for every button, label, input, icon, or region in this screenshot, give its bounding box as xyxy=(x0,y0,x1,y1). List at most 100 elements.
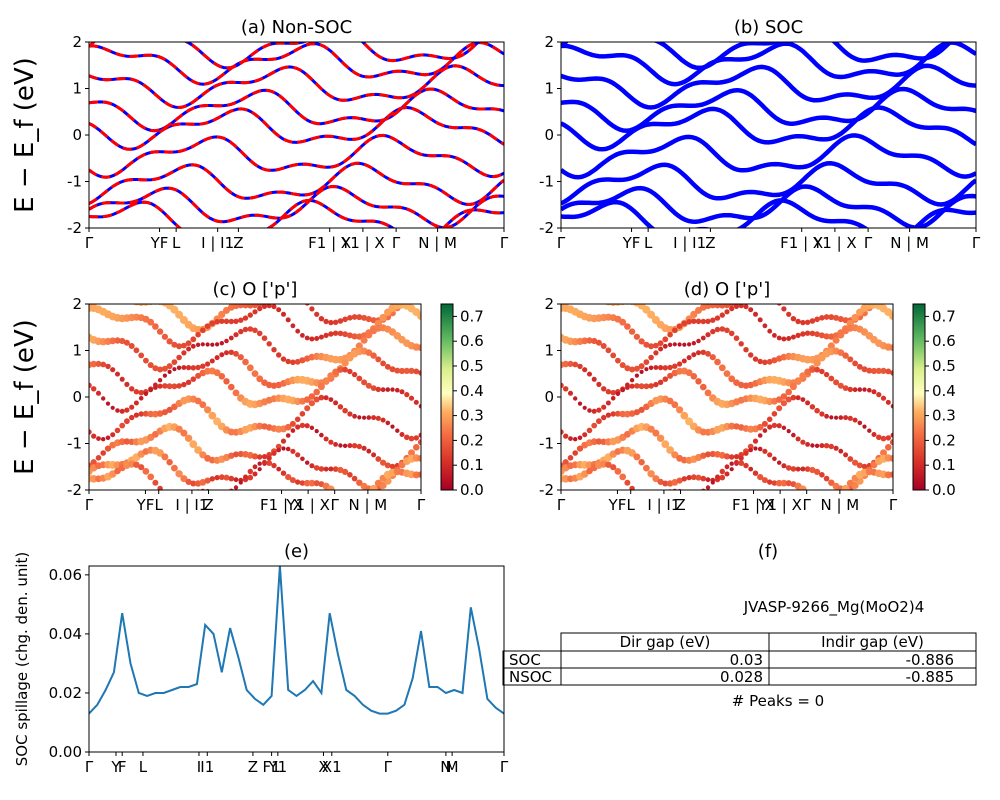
scatter-point xyxy=(785,480,792,487)
scatter-point xyxy=(790,466,797,472)
scatter-point xyxy=(846,319,854,328)
scatter-point xyxy=(757,317,763,323)
scatter-point xyxy=(823,371,830,378)
scatter-point xyxy=(342,331,348,338)
scatter-point xyxy=(837,331,845,339)
scatter-point xyxy=(247,326,254,332)
scatter-point xyxy=(403,293,410,300)
scatter-point xyxy=(696,338,701,344)
scatter-point xyxy=(200,488,205,490)
scatter-point xyxy=(314,429,319,434)
scatter-point xyxy=(261,335,268,342)
band-line xyxy=(561,184,976,228)
x-tick-label: YF xyxy=(150,234,169,252)
scatter-point xyxy=(361,379,368,386)
x-axis-b: Γ YF L I | I1 Z F1 | XY1 | X Γ N | M Γ xyxy=(557,228,981,252)
scatter-point xyxy=(209,476,215,482)
y-tick-label: -2 xyxy=(539,219,554,237)
scatter-point xyxy=(200,327,206,334)
scatter-point xyxy=(776,304,782,306)
x-tick-label: I xyxy=(197,758,201,776)
scatter-point xyxy=(567,455,574,461)
scatter-point xyxy=(342,407,348,414)
scatter-point xyxy=(833,314,840,321)
scatter-point xyxy=(233,485,239,490)
scatter-point xyxy=(743,462,749,469)
scatter-point xyxy=(692,492,696,496)
scatter-point xyxy=(256,304,263,308)
scatter-point xyxy=(690,373,698,380)
scatter-point xyxy=(847,356,854,363)
scatter-point xyxy=(200,363,206,369)
scatter-point xyxy=(638,363,645,370)
scatter-point xyxy=(223,378,230,385)
scatter-point xyxy=(832,336,840,344)
scatter-point xyxy=(581,337,589,345)
scatter-point xyxy=(309,306,315,312)
scatter-point xyxy=(133,412,139,418)
y-tick-label: 2 xyxy=(544,295,554,313)
scatter-point xyxy=(142,410,149,417)
scatter-point xyxy=(156,328,164,335)
scatter-point xyxy=(133,400,139,406)
scatter-point xyxy=(337,366,344,373)
scatter-point xyxy=(299,422,306,429)
scatter-point xyxy=(795,395,801,401)
scatter-point xyxy=(328,319,334,326)
scatter-point xyxy=(89,382,92,389)
scatter-point xyxy=(667,331,673,338)
scatter-point xyxy=(705,350,711,357)
scatter-point xyxy=(138,389,144,396)
scatter-point xyxy=(138,352,145,359)
scatter-point xyxy=(257,461,262,466)
scatter-point xyxy=(375,386,381,393)
scatter-point xyxy=(890,404,893,409)
scatter-point xyxy=(568,436,573,441)
scatter-point xyxy=(601,414,607,421)
scatter-point xyxy=(752,356,759,362)
scatter-point xyxy=(841,484,850,490)
scatter-point xyxy=(700,318,706,325)
band-line xyxy=(561,42,954,71)
scatter-point xyxy=(209,358,215,364)
scatter-point xyxy=(395,387,400,393)
scatter-point xyxy=(142,468,150,475)
scatter-point xyxy=(857,387,863,392)
x-tick-label: Z xyxy=(233,234,243,252)
x-tick-label: Y1 xyxy=(267,758,287,776)
x-tick-label: I | I1 xyxy=(201,234,234,252)
x-tick-label: Γ xyxy=(889,496,898,514)
scatter-point xyxy=(723,453,731,460)
scatter-point xyxy=(417,439,421,446)
scatter-point xyxy=(156,449,164,457)
scatter-point xyxy=(624,323,631,330)
scatter-point xyxy=(762,448,768,454)
scatter-point xyxy=(105,363,111,370)
scatter-point xyxy=(842,385,849,391)
scatter-point xyxy=(889,285,897,293)
scatter-point xyxy=(889,312,893,320)
x-tick-label: L xyxy=(155,496,164,514)
scatter-point xyxy=(704,389,712,397)
scatter-point xyxy=(166,338,173,345)
scatter-point xyxy=(308,479,316,487)
x-tick-label: Y1 | X xyxy=(285,496,330,514)
scatter-point xyxy=(161,333,168,340)
scatter-point xyxy=(800,466,806,472)
band-line xyxy=(89,87,504,133)
scatter-point xyxy=(408,395,415,401)
scatter-point xyxy=(775,479,783,487)
scatter-point xyxy=(90,459,97,466)
scatter-point xyxy=(385,420,391,426)
scatter-point xyxy=(162,383,168,389)
colorbar-tick-label: 0.1 xyxy=(460,456,484,474)
scatter-point xyxy=(115,408,120,413)
scatter-point xyxy=(814,407,820,414)
scatter-point xyxy=(224,338,229,344)
scatter-point xyxy=(266,455,272,461)
x-tick-label: Z xyxy=(675,496,685,514)
scatter-point xyxy=(181,381,187,388)
scatter-point xyxy=(819,472,825,478)
y-tick-label: 0.02 xyxy=(49,684,82,702)
